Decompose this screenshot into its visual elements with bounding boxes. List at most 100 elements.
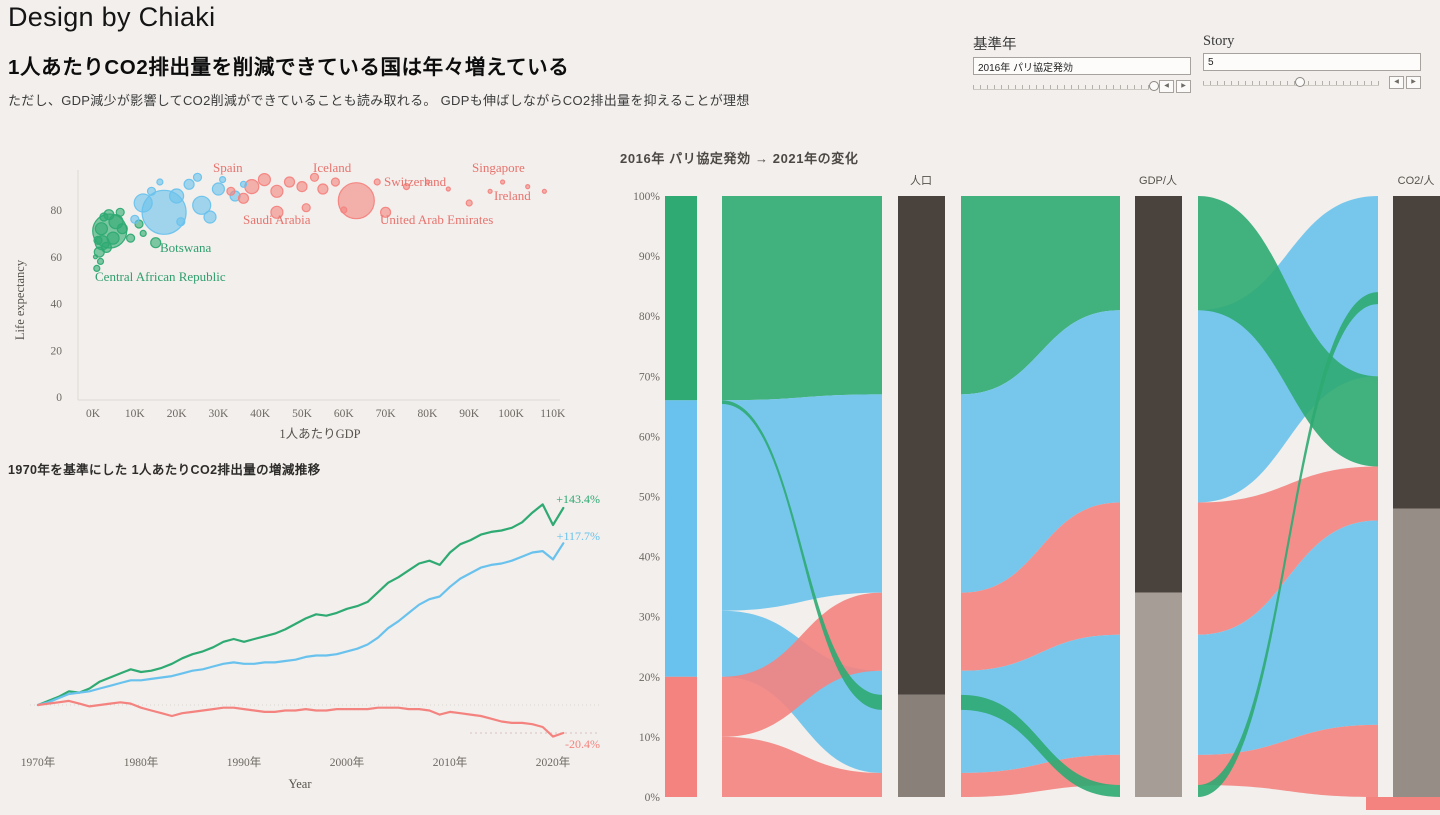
story-prev-button[interactable]: ◀ (1389, 76, 1404, 89)
base-year-slider-track[interactable] (973, 85, 1149, 90)
story-input[interactable] (1203, 53, 1421, 71)
bubble[interactable] (169, 188, 185, 204)
bubble[interactable] (92, 254, 99, 260)
measure-bar-dark[interactable] (1393, 196, 1440, 509)
bubble[interactable] (100, 241, 113, 254)
bubble[interactable] (116, 223, 128, 235)
sankey-ribbon-blue[interactable] (1198, 520, 1378, 755)
bubble[interactable] (500, 179, 506, 185)
bubble[interactable] (130, 214, 140, 224)
measure-bar-gray[interactable] (1393, 508, 1440, 798)
sankey-ribbon-red[interactable] (722, 736, 882, 797)
line-series-green[interactable] (36, 503, 565, 707)
bubble[interactable] (283, 176, 296, 188)
bubble[interactable] (150, 237, 162, 249)
bubble[interactable] (244, 178, 260, 195)
base-year-input[interactable] (973, 57, 1191, 75)
sankey-ribbon-red[interactable] (961, 502, 1120, 671)
story-next-button[interactable]: ▶ (1406, 76, 1421, 89)
bubble[interactable] (424, 179, 430, 185)
sankey-ribbon-green[interactable] (722, 196, 882, 401)
bubble[interactable] (183, 178, 195, 190)
story-slider-track[interactable] (1203, 81, 1379, 86)
y-tick-label: 20% (639, 672, 661, 684)
base-year-next-button[interactable]: ▶ (1176, 80, 1191, 93)
source-bar-segment-red[interactable] (665, 676, 697, 797)
bubble[interactable] (330, 177, 340, 187)
sankey-ribbon-blue[interactable] (961, 634, 1120, 773)
bubble[interactable] (237, 192, 250, 204)
bubble[interactable] (93, 264, 101, 272)
bubble[interactable] (340, 206, 348, 214)
bubble[interactable] (373, 178, 381, 186)
base-year-slider-handle[interactable] (1149, 81, 1159, 91)
bubble[interactable] (226, 186, 236, 196)
bubble[interactable] (203, 210, 217, 224)
bubble[interactable] (106, 231, 120, 245)
bubble[interactable] (146, 186, 157, 196)
bubble[interactable] (192, 195, 212, 215)
x-tick-label: 70K (376, 408, 397, 420)
bubble[interactable] (380, 206, 392, 218)
bubble[interactable] (317, 183, 329, 195)
bubble[interactable] (525, 183, 531, 190)
sankey-ribbon-blue[interactable] (961, 310, 1120, 593)
column-header: GDP/人 (1139, 174, 1177, 187)
base-year-prev-button[interactable]: ◀ (1159, 80, 1174, 93)
sankey-ribbon-green[interactable] (961, 196, 1120, 395)
source-bar-segment-green[interactable] (665, 196, 697, 401)
sankey-ribbon-green[interactable] (1198, 196, 1378, 467)
measure-bar-dark[interactable] (1135, 196, 1182, 593)
bubble[interactable] (192, 172, 203, 182)
line-series-red[interactable] (36, 699, 565, 738)
bubble[interactable] (445, 186, 451, 192)
column-header: CO2/人 (1398, 174, 1435, 187)
story-slider[interactable]: ◀ ▶ (1203, 76, 1421, 91)
bubble[interactable] (115, 207, 125, 217)
scatter-chart[interactable]: 0 20 40 60 80 0K 10K 20K 30K 40K 50K 60K 70K 80K 90K 10… (0, 140, 615, 450)
bubble[interactable] (219, 175, 227, 184)
bubble[interactable] (296, 180, 308, 193)
bubble[interactable] (93, 235, 103, 246)
base-year-slider[interactable]: ◀ ▶ (973, 80, 1191, 95)
sankey-ribbon-green[interactable] (961, 694, 1120, 797)
bubble[interactable] (465, 199, 473, 207)
y-tick-label: 70% (639, 371, 661, 383)
x-tick-label: 2000年 (330, 755, 365, 769)
bubble[interactable] (239, 180, 248, 188)
y-tick-label: 80% (639, 311, 661, 323)
sankey-ribbon-green[interactable] (1198, 292, 1378, 797)
sankey-ribbon-green[interactable] (722, 400, 882, 710)
line-series-blue[interactable] (36, 542, 565, 707)
measure-bar-gray[interactable] (1135, 592, 1182, 797)
bubble[interactable] (270, 184, 284, 198)
line-chart[interactable]: 1970年 1980年 1990年 2000年 2010年 2020年 Year +143.4… (0, 470, 615, 810)
bubble[interactable] (270, 205, 284, 219)
source-bar-segment-blue[interactable] (665, 400, 697, 677)
page-title: 1人あたりCO2排出量を削減できている国は年々増えている (8, 56, 570, 79)
bubble[interactable] (139, 229, 147, 238)
x-tick-label: 110K (540, 408, 566, 420)
sankey-ribbon-blue[interactable] (722, 394, 882, 611)
sankey-ribbon-red[interactable] (1198, 724, 1378, 797)
bubble[interactable] (96, 257, 105, 266)
bubble[interactable] (94, 222, 109, 236)
bubble[interactable] (257, 172, 271, 187)
bubble[interactable] (487, 188, 493, 194)
measure-bar-gray[interactable] (898, 694, 945, 797)
bubble[interactable] (126, 233, 136, 243)
bubble[interactable] (541, 188, 548, 194)
sankey-chart[interactable]: 100% 90% 80% 70% 60% 50% 40% 30% 20% 10% 0% 人口 GDP/人… (620, 170, 1440, 810)
sankey-ribbon-red[interactable] (722, 592, 882, 737)
bubble[interactable] (156, 178, 164, 186)
story-slider-handle[interactable] (1295, 77, 1305, 87)
bubble[interactable] (309, 172, 320, 182)
bubble[interactable] (99, 212, 109, 222)
measure-bar-dark[interactable] (898, 196, 945, 695)
bubble[interactable] (133, 193, 153, 213)
bubble[interactable] (211, 182, 225, 196)
sankey-ribbon-red[interactable] (961, 754, 1120, 797)
bubble[interactable] (402, 182, 411, 191)
bubble[interactable] (176, 217, 186, 227)
bubble[interactable] (301, 203, 311, 213)
